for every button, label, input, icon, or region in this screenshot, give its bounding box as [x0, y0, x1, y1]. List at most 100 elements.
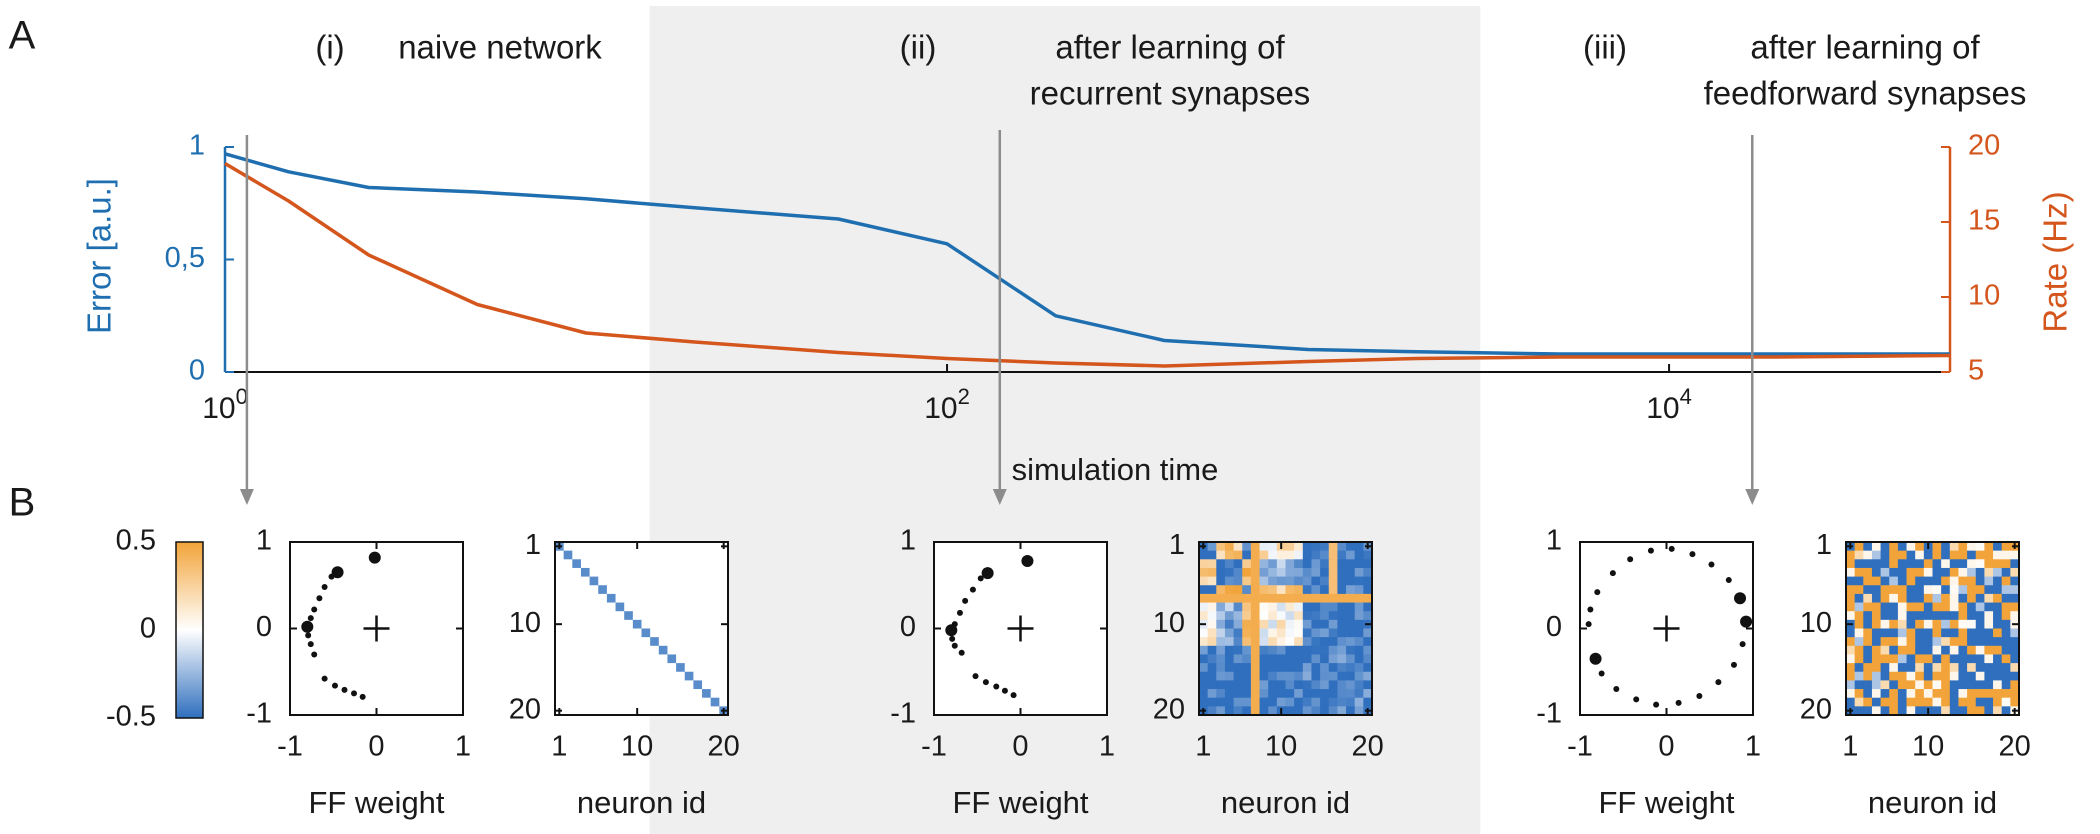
heatmap-cell	[1337, 671, 1347, 681]
heatmap-cell	[606, 706, 616, 716]
heatmap-cell	[658, 550, 668, 560]
heatmap-cell	[1897, 654, 1907, 664]
heatmap-cell	[1294, 576, 1304, 586]
heatmap-cell	[710, 671, 720, 681]
heatmap-cell	[1233, 654, 1243, 664]
heatmap-cell	[1889, 654, 1899, 664]
heatmap-cell	[1993, 602, 2003, 612]
heatmap-cell	[719, 550, 729, 560]
heatmap-cell	[1897, 697, 1907, 707]
heatmap-cell	[667, 576, 677, 586]
heatmap-cell	[563, 645, 573, 655]
heatmap-cell	[1906, 654, 1916, 664]
heatmap-cell	[667, 671, 677, 681]
heatmap-cell	[1250, 542, 1260, 552]
series-line-rate	[224, 161, 1951, 368]
heatmap-cell	[2010, 689, 2020, 699]
heatmap-cell	[1242, 550, 1252, 560]
heatmap-cell	[572, 542, 582, 552]
heatmap-cell	[1880, 671, 1890, 681]
heatmap-cell	[572, 628, 582, 638]
heatmap-cell	[1932, 602, 1942, 612]
heatmap-cell	[1880, 559, 1890, 569]
heatmap-cell	[1906, 585, 1916, 595]
heatmap-cell	[624, 680, 634, 690]
scatter-point	[328, 573, 335, 580]
heatmap-cell	[1250, 559, 1260, 569]
heatmap-cell	[598, 697, 608, 707]
heatmap-cell	[598, 689, 608, 699]
heatmap-cell	[693, 671, 703, 681]
heatmap-cell	[2010, 680, 2020, 690]
heatmap-cell	[1216, 611, 1226, 621]
scatter-point	[301, 620, 314, 633]
heatmap-cell	[606, 619, 616, 629]
heatmap-cell	[667, 559, 677, 569]
heatmap-cell	[1320, 602, 1330, 612]
heatmap-y-tick-label: 20	[1800, 693, 1832, 725]
heatmap-cell	[1276, 697, 1286, 707]
heatmap-cell	[632, 611, 642, 621]
heatmap-cell	[650, 663, 660, 673]
heatmap-cell	[1863, 654, 1873, 664]
heatmap-cell	[1906, 697, 1916, 707]
heatmap-cell	[1268, 671, 1278, 681]
heatmap-cell	[1311, 567, 1321, 577]
heatmap-cell	[658, 602, 668, 612]
heatmap-cell	[1906, 611, 1916, 621]
left-y-tick-label-1: 0,5	[165, 242, 205, 274]
heatmap-cell	[641, 680, 651, 690]
heatmap-cell	[1846, 585, 1856, 595]
heatmap-cell	[1346, 654, 1356, 664]
heatmap-cell	[1906, 663, 1916, 673]
heatmap-cell	[615, 654, 625, 664]
heatmap-cell	[606, 585, 616, 595]
heatmap-cell	[1949, 619, 1959, 629]
heatmap-cell	[1846, 567, 1856, 577]
scatter-point	[1725, 577, 1732, 584]
heatmap-cell	[598, 628, 608, 638]
heatmap-cell	[1294, 663, 1304, 673]
heatmap-cell	[2001, 697, 2011, 707]
heatmap-cell	[1846, 697, 1856, 707]
heatmap-cell	[1897, 680, 1907, 690]
heatmap-cell	[676, 585, 686, 595]
heatmap-cell	[1320, 654, 1330, 664]
heatmap-cell	[702, 680, 712, 690]
heatmap-cell	[1975, 585, 1985, 595]
heatmap-cell	[1294, 542, 1304, 552]
heatmap-cell	[1285, 542, 1295, 552]
heatmap-cell	[624, 567, 634, 577]
heatmap-cell	[1984, 619, 1994, 629]
heatmap-cell	[1897, 559, 1907, 569]
heatmap-cell	[641, 628, 651, 638]
heatmap-cell	[719, 602, 729, 612]
heatmap-cell	[615, 663, 625, 673]
heatmap-cell	[1346, 576, 1356, 586]
heatmap-cell	[1993, 550, 2003, 560]
heatmap-cell	[684, 628, 694, 638]
heatmap-cell	[676, 576, 686, 586]
heatmap-cell	[624, 576, 634, 586]
heatmap-cell	[676, 671, 686, 681]
heatmap-cell	[650, 567, 660, 577]
heatmap-cell	[615, 645, 625, 655]
heatmap-cell	[615, 619, 625, 629]
heatmap-cell	[1199, 576, 1209, 586]
heatmap-cell	[598, 663, 608, 673]
scatter-point	[1647, 547, 1654, 554]
heatmap-cell	[1224, 542, 1234, 552]
heatmap-cell	[693, 550, 703, 560]
scatter-point	[1668, 545, 1675, 552]
heatmap-cell	[1285, 645, 1295, 655]
heatmap-cell	[1846, 637, 1856, 647]
heatmap-cell	[1285, 550, 1295, 560]
heatmap-cell	[2010, 602, 2020, 612]
heatmap-cell	[632, 585, 642, 595]
heatmap-cell	[1224, 663, 1234, 673]
heatmap-cell	[1337, 593, 1347, 603]
heatmap-cell	[1216, 585, 1226, 595]
heatmap-cell	[676, 680, 686, 690]
heatmap-cell	[632, 576, 642, 586]
